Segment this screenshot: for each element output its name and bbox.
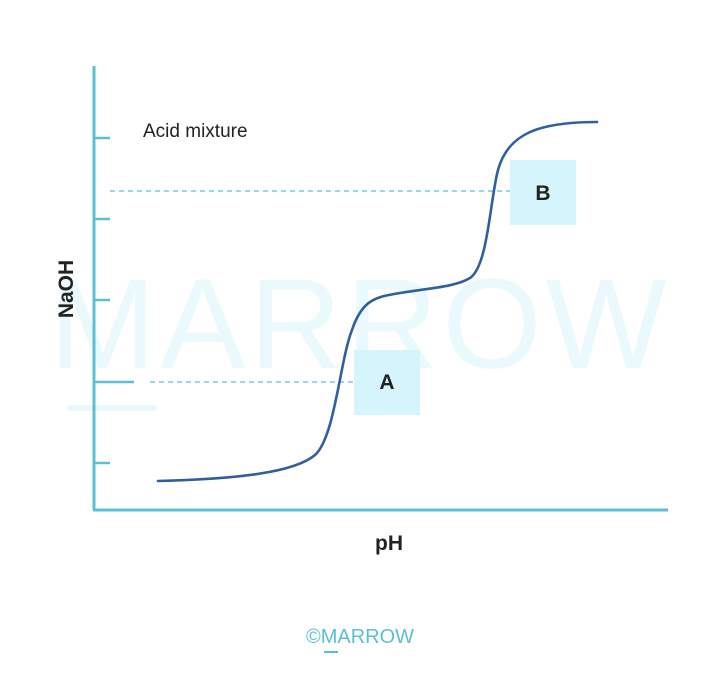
copyright-text: ©MARROW — [306, 626, 414, 648]
x-axis-label: pH — [375, 532, 403, 555]
marker-a-box — [354, 350, 420, 415]
y-axis-label: NaOH — [55, 260, 78, 318]
titration-curve — [156, 120, 599, 483]
chart-title: Acid mixture — [143, 121, 248, 142]
marker-a-label: A — [379, 371, 394, 394]
marker-b-label: B — [535, 182, 550, 205]
marker-b-box — [510, 160, 576, 225]
